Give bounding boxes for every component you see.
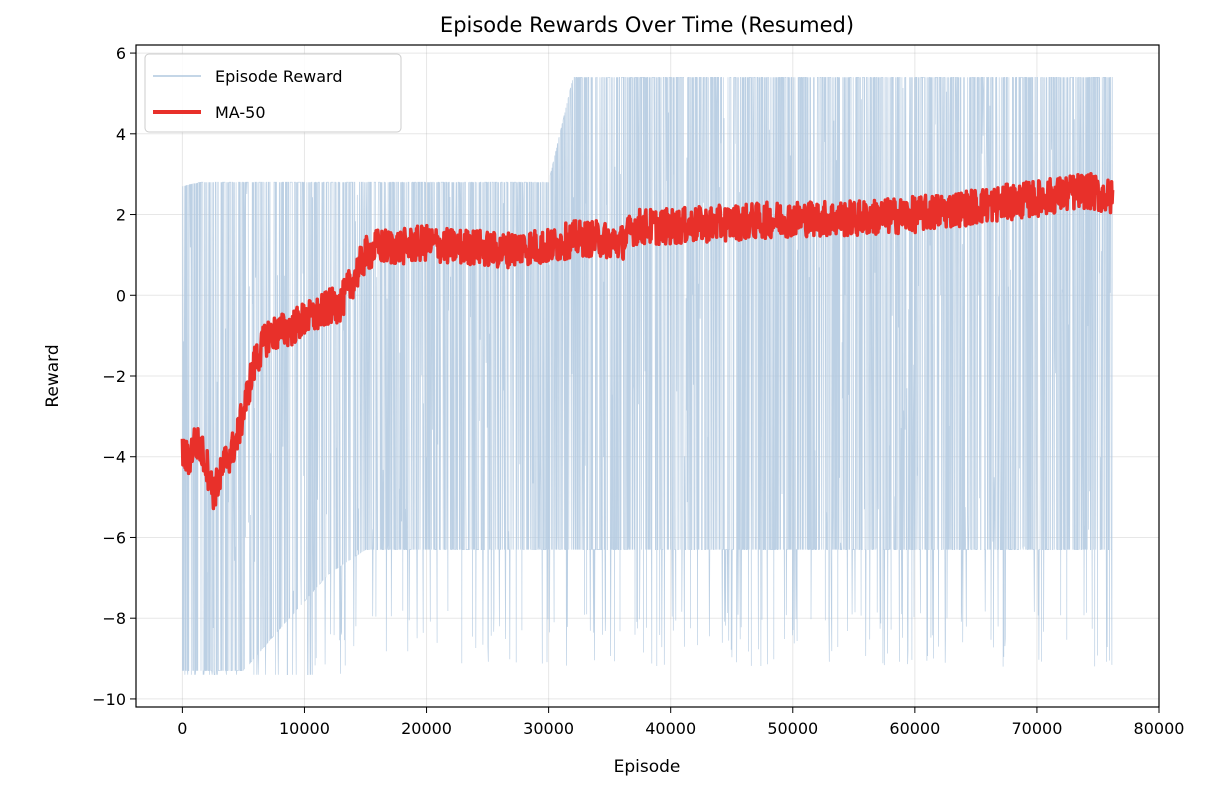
y-axis: −10 −8 −6 −4 −2 0 2 4 6 [92,44,136,709]
y-axis-label: Reward [43,344,63,407]
y-tick-label: −8 [102,609,126,628]
x-tick-label: 60000 [889,719,940,738]
x-tick-label: 30000 [523,719,574,738]
plot-area [180,76,1115,676]
x-axis-label: Episode [614,757,681,777]
y-tick-label: −6 [102,528,126,547]
x-tick-label: 20000 [401,719,452,738]
legend: Episode Reward MA-50 [144,53,402,133]
legend-label-episode-reward: Episode Reward [215,67,343,86]
x-tick-label: 80000 [1134,719,1185,738]
legend-box [144,53,402,133]
x-tick-label: 10000 [279,719,330,738]
y-tick-label: −4 [102,448,126,467]
x-axis: 0 10000 20000 30000 40000 50000 60000 70000 8000… [177,707,1184,738]
legend-label-ma-50: MA-50 [215,103,266,122]
chart-title: Episode Rewards Over Time (Resumed) [440,13,854,37]
x-tick-label: 50000 [767,719,818,738]
x-tick-label: 0 [177,719,187,738]
y-tick-label: −2 [102,367,126,386]
series-episode-reward [182,76,1113,676]
y-tick-label: 6 [116,44,126,63]
series-ma-50 [180,171,1115,511]
y-tick-label: 2 [116,206,126,225]
y-tick-label: 0 [116,286,126,305]
x-tick-label: 40000 [645,719,696,738]
y-tick-label: 4 [116,125,126,144]
x-tick-label: 70000 [1011,719,1062,738]
y-tick-label: −10 [92,690,126,709]
